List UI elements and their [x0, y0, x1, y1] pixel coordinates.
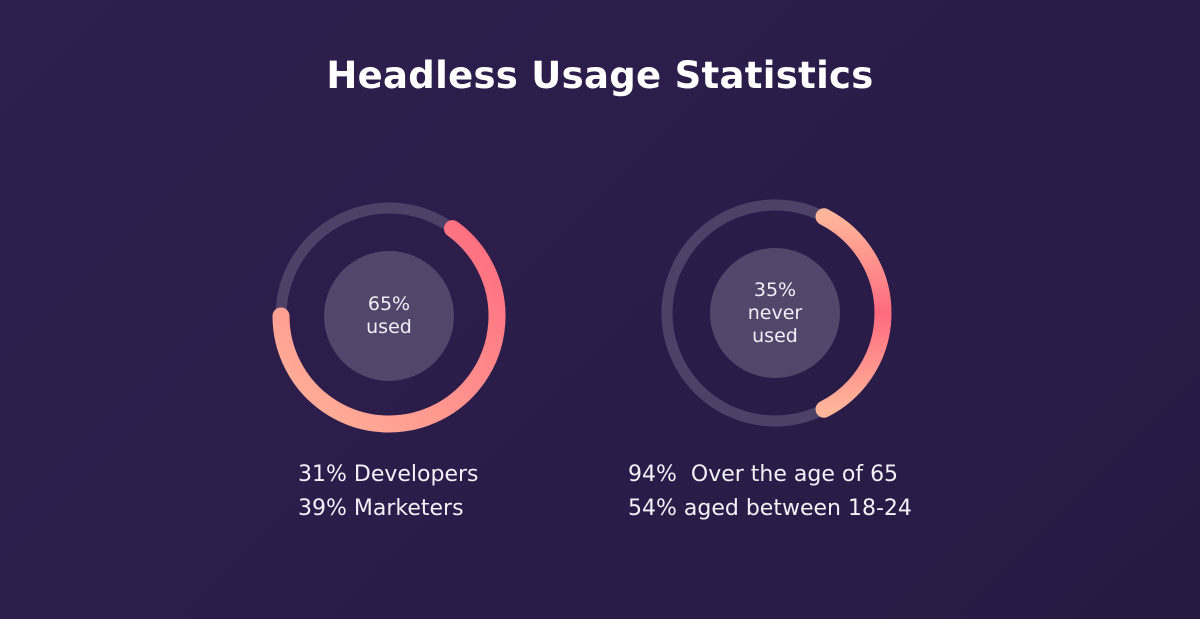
gauge-arc — [815, 208, 892, 418]
stat-note: 94% Over the age of 65 — [628, 462, 899, 487]
stat-note: 39% Marketers — [298, 496, 464, 521]
gauge-center — [710, 248, 840, 378]
gauge-arc — [272, 220, 506, 433]
center-text: never used — [747, 301, 803, 347]
title: Headless Usage Statistics — [326, 54, 874, 97]
stat-note: 54% aged between 18-24 — [628, 496, 912, 521]
center-text: used — [366, 316, 412, 338]
center-label: 65% used — [344, 293, 434, 339]
value-label: 35% — [753, 278, 797, 301]
stat-note: 31% Developers — [298, 462, 479, 487]
gauge-center — [324, 251, 454, 381]
center-label: 35% never used — [730, 279, 820, 348]
value-label: 65% — [367, 293, 411, 315]
